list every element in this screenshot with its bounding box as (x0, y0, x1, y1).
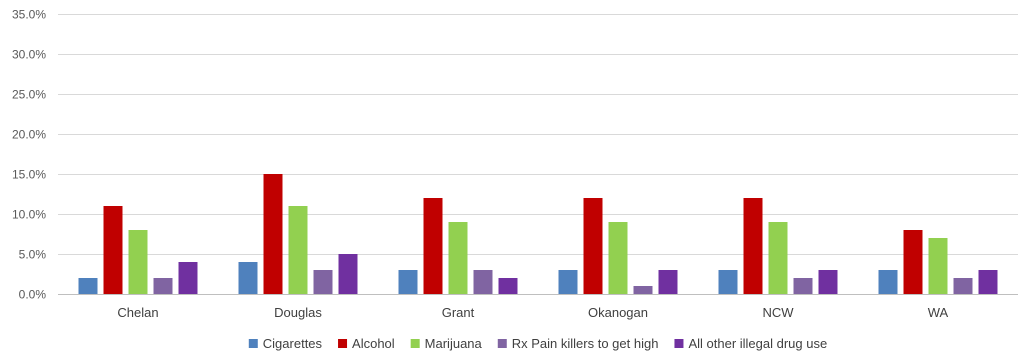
legend-item: All other illegal drug use (674, 336, 827, 351)
legend-label: Rx Pain killers to get high (512, 336, 659, 351)
bar (878, 270, 898, 294)
x-tick-label: Douglas (274, 305, 322, 320)
legend: Cigarettes Alcohol Marijuana Rx Pain killer… (248, 336, 827, 351)
y-tick-label: 10.0% (12, 208, 46, 222)
bar (473, 270, 493, 294)
bar (633, 286, 653, 294)
legend-item: Alcohol (338, 336, 395, 351)
legend-swatch (338, 339, 348, 348)
bar (558, 270, 578, 294)
bar (263, 174, 283, 294)
category-labels: Chelan Douglas Grant Okanogan NCW WA (117, 305, 948, 320)
bar (398, 270, 418, 294)
y-tick-label: 25.0% (12, 88, 46, 102)
legend-label: All other illegal drug use (688, 336, 827, 351)
bar (178, 262, 198, 294)
bar (793, 278, 813, 294)
y-tick-label: 5.0% (19, 248, 47, 262)
bar (448, 222, 468, 294)
bar (583, 198, 603, 294)
bar (238, 262, 258, 294)
legend-swatch (248, 339, 258, 348)
bar (978, 270, 998, 294)
bar (338, 254, 358, 294)
legend-swatch (674, 339, 684, 348)
y-tick-label: 0.0% (19, 288, 47, 302)
bar (103, 206, 123, 294)
legend-label: Alcohol (352, 336, 395, 351)
x-tick-label: NCW (762, 305, 794, 320)
y-tick-label: 30.0% (12, 48, 46, 62)
legend-item: Cigarettes (248, 336, 323, 351)
x-tick-label: Chelan (117, 305, 158, 320)
bar (423, 198, 443, 294)
gridlines (58, 14, 1018, 255)
legend-item: Marijuana (410, 336, 483, 351)
y-tick-label: 15.0% (12, 168, 46, 182)
bar (743, 198, 763, 294)
legend-swatch (410, 339, 420, 348)
bar (953, 278, 973, 294)
bars (78, 174, 998, 294)
legend-item: Rx Pain killers to get high (497, 336, 659, 351)
bar (903, 230, 923, 294)
bar (78, 278, 98, 294)
x-tick-label: WA (928, 305, 949, 320)
bar (768, 222, 788, 294)
bar (128, 230, 148, 294)
y-tick-label: 20.0% (12, 128, 46, 142)
bar (818, 270, 838, 294)
x-tick-label: Okanogan (588, 305, 648, 320)
bar (153, 278, 173, 294)
y-axis-ticks: 0.0% 5.0% 10.0% 15.0% 20.0% 25.0% 30.0% 35.0% (12, 8, 46, 302)
bar (498, 278, 518, 294)
bar (928, 238, 948, 294)
bar (288, 206, 308, 294)
x-tick-label: Grant (442, 305, 475, 320)
legend-label: Cigarettes (263, 336, 323, 351)
legend-swatch (497, 339, 507, 348)
bar (608, 222, 628, 294)
bar (658, 270, 678, 294)
bar (313, 270, 333, 294)
bar (718, 270, 738, 294)
y-tick-label: 35.0% (12, 8, 46, 22)
legend-label: Marijuana (425, 336, 483, 351)
